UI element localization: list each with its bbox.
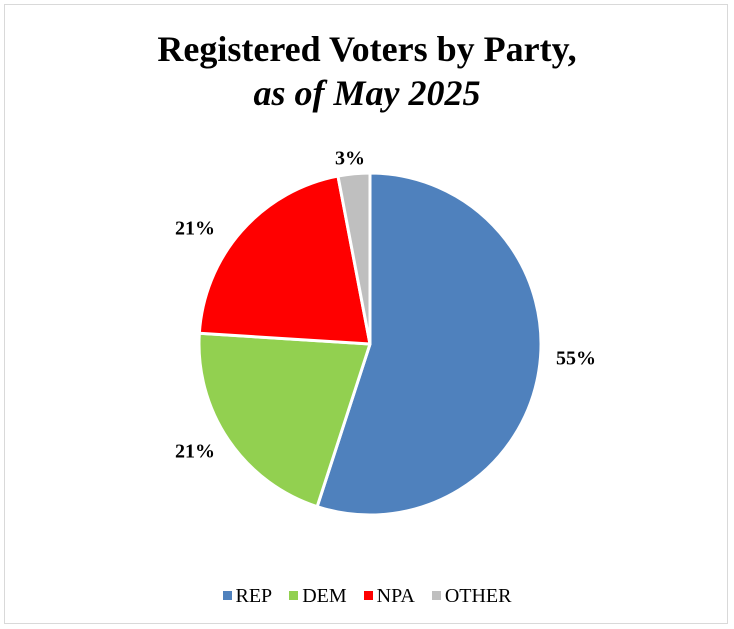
data-label-npa: 21% [175,218,215,240]
legend-swatch-npa [363,590,373,600]
legend-swatch-dem [289,590,299,600]
data-label-dem: 21% [175,441,215,463]
pie-slice-other [336,171,372,346]
legend-item-npa: NPA [363,585,415,608]
data-label-other: 3% [335,148,365,170]
legend-swatch-rep [222,590,232,600]
legend-label-dem: DEM [302,585,347,607]
legend-swatch-other [431,590,441,600]
pie-labels: 55% 21% 21% 3% [175,148,596,463]
data-label-rep: 55% [556,348,596,370]
legend: REP DEM NPA OTHER [0,585,734,608]
chart-title: Registered Voters by Party, as of May 20… [0,27,734,115]
legend-item-rep: REP [222,585,273,608]
chart-title-line: Registered Voters by Party, [157,29,577,69]
chart-subtitle: as of May 2025 [253,73,481,113]
pie-slice-npa [197,174,372,346]
legend-item-other: OTHER [431,585,512,608]
legend-item-dem: DEM [289,585,347,608]
pie-slice-dem [197,331,372,509]
legend-label-rep: REP [235,585,273,607]
pie-slices [197,171,543,517]
pie-slice-rep [315,171,543,517]
legend-label-other: OTHER [444,585,512,607]
legend-label-npa: NPA [376,585,415,607]
